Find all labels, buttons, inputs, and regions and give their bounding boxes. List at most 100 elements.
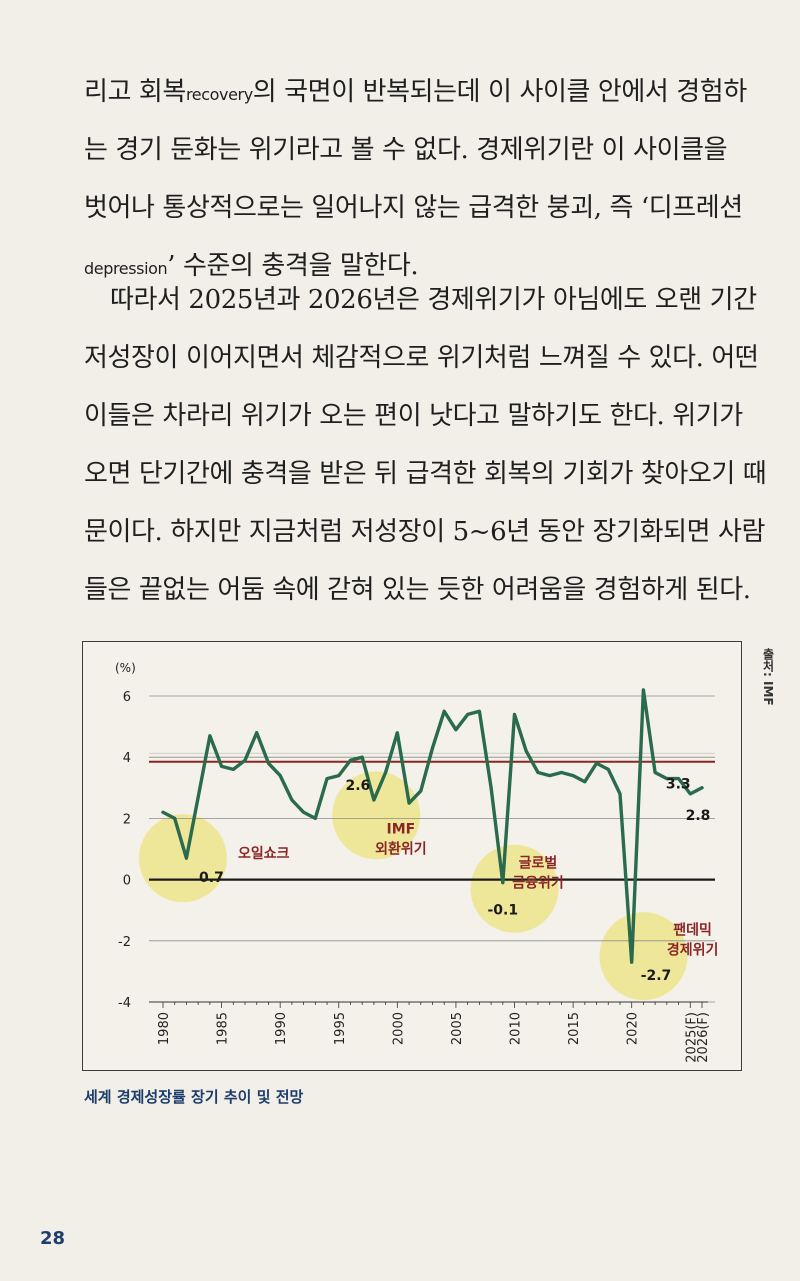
text-line: 문이다. 하지만 지금처럼 저성장이 5~6년 동안 장기화되면 사람 [84, 517, 766, 547]
text-fragment: ’ 수준의 충격을 말한다. [167, 251, 419, 281]
event-label: 외환위기 [375, 841, 427, 858]
page-number: 28 [40, 1228, 66, 1249]
source-label: 출처: IMF [761, 648, 775, 706]
event-highlight-1 [332, 771, 421, 860]
y-axis-unit: (%) [115, 661, 136, 675]
data-point [642, 688, 645, 692]
event-highlight-3 [599, 912, 688, 1001]
y-tick-label: -4 [118, 996, 131, 1011]
data-point [232, 768, 235, 771]
english-term: recovery [185, 85, 253, 104]
growth-rate-chart: 6 4 2 -2 -4 0 (%) 1980 1985 1990 1995 2000 2005 2010 2… [115, 661, 719, 1063]
text-line: 저성장이 이어지면서 체감적으로 위기처럼 느껴질 수 있다. 어떤 [84, 343, 759, 373]
data-point [443, 710, 446, 713]
data-point [618, 792, 622, 796]
event-highlight-2 [470, 844, 559, 933]
data-point [630, 961, 633, 964]
chart-frame: 6 4 2 -2 -4 0 (%) 1980 1985 1990 1995 2000 2005 2010 2… [82, 641, 742, 1071]
data-point [290, 798, 294, 802]
data-label: 0.7 [199, 870, 224, 886]
data-point [267, 762, 270, 765]
data-label: 3.3 [666, 777, 691, 793]
x-tick-label: 1990 [274, 1012, 289, 1045]
data-point [583, 780, 587, 783]
text-line: 들은 끝없는 어둠 속에 갇혀 있는 듯한 어려움을 경험하게 된다. [84, 575, 751, 605]
data-point [700, 786, 704, 789]
data-label: 2.8 [686, 808, 711, 824]
x-tick-label: 2015 [567, 1012, 582, 1045]
data-point [489, 786, 493, 789]
data-point [595, 762, 598, 765]
data-point [255, 731, 258, 734]
data-point [185, 856, 188, 860]
y-tick-label: 2 [123, 812, 131, 827]
data-point [220, 765, 223, 768]
data-point [396, 731, 399, 734]
data-label: -2.7 [641, 968, 672, 984]
data-point [419, 789, 422, 793]
x-tick-label: 2025(F) [684, 1012, 699, 1063]
x-tick-label: 2000 [391, 1012, 406, 1045]
data-point [607, 768, 610, 771]
data-point [525, 749, 528, 753]
data-point [653, 771, 657, 774]
english-term: depression [84, 259, 168, 278]
data-point [314, 817, 317, 820]
data-point [548, 774, 551, 777]
y-tick-label: -2 [118, 935, 131, 950]
data-point [372, 798, 376, 802]
text-line: 이들은 차라리 위기가 오는 편이 낫다고 말하기도 한다. 위기가 [84, 401, 743, 431]
event-label: 오일쇼크 [238, 846, 290, 862]
text-line: 리고 회복recovery의 국면이 반복되는데 이 사이클 안에서 경험하 [84, 63, 764, 121]
data-point [302, 811, 305, 814]
data-label: 2.6 [346, 778, 371, 794]
event-label: IMF [387, 822, 416, 838]
data-label: -0.1 [487, 903, 518, 919]
y-tick-label: 6 [123, 690, 131, 705]
x-tick-label: 1980 [157, 1012, 172, 1045]
data-point [173, 817, 176, 820]
data-point [501, 881, 505, 884]
y-tick-label: 4 [123, 751, 131, 766]
data-point [677, 777, 680, 780]
data-point [278, 774, 282, 777]
paragraph-2: 따라서 2025년과 2026년은 경제위기가 아님에도 오랜 기간 저성장이 … [84, 271, 767, 619]
data-point [689, 792, 692, 796]
data-point [407, 801, 411, 805]
data-point [360, 756, 364, 759]
data-point [454, 728, 458, 731]
data-point [384, 771, 387, 774]
text-line: depression’ 수준의 충격을 말한다. [84, 237, 764, 295]
data-point [208, 734, 212, 737]
data-point [665, 777, 669, 780]
data-point [161, 811, 165, 814]
figure-caption: 세계 경제성장률 장기 추이 및 전망 [84, 1088, 304, 1106]
text-fragment: 벗어나 통상적으로는 일어나지 않는 급격한 붕괴, 즉 ‘디프레션 [84, 193, 743, 223]
data-point [513, 713, 516, 716]
event-highlight-0 [138, 814, 227, 903]
event-label: 팬데믹 [673, 922, 712, 939]
paragraph-1: 리고 회복recovery의 국면이 반복되는데 이 사이클 안에서 경험하 는… [84, 63, 764, 295]
data-point [349, 759, 352, 762]
text-line: 오면 단기간에 충격을 받은 뒤 급격한 회복의 기회가 찾아오기 때 [84, 459, 767, 489]
text-line: 따라서 2025년과 2026년은 경제위기가 아님에도 오랜 기간 [110, 285, 757, 315]
x-tick-label: 2010 [509, 1012, 524, 1045]
event-label: 경제위기 [667, 942, 719, 959]
data-point [196, 795, 200, 799]
x-tick-label: 2026(F) [696, 1012, 711, 1063]
data-point [536, 771, 540, 774]
x-tick-label: 1995 [333, 1012, 348, 1045]
data-point [243, 759, 247, 762]
text-fragment: 는 경기 둔화는 위기라고 볼 수 없다. 경제위기란 이 사이클을 [84, 135, 728, 165]
data-point [466, 713, 469, 716]
text-fragment: 리고 회복 [84, 77, 186, 107]
data-point [337, 774, 340, 777]
data-point [325, 777, 329, 780]
text-line: 는 경기 둔화는 위기라고 볼 수 없다. 경제위기란 이 사이클을 [84, 121, 764, 179]
event-label: 글로벌 [519, 854, 558, 871]
data-point [571, 774, 575, 777]
x-tick-label: 2020 [626, 1012, 641, 1045]
data-point [560, 771, 563, 774]
text-line: 벗어나 통상적으로는 일어나지 않는 급격한 붕괴, 즉 ‘디프레션 [84, 179, 764, 237]
x-tick-label: 2005 [450, 1012, 465, 1045]
